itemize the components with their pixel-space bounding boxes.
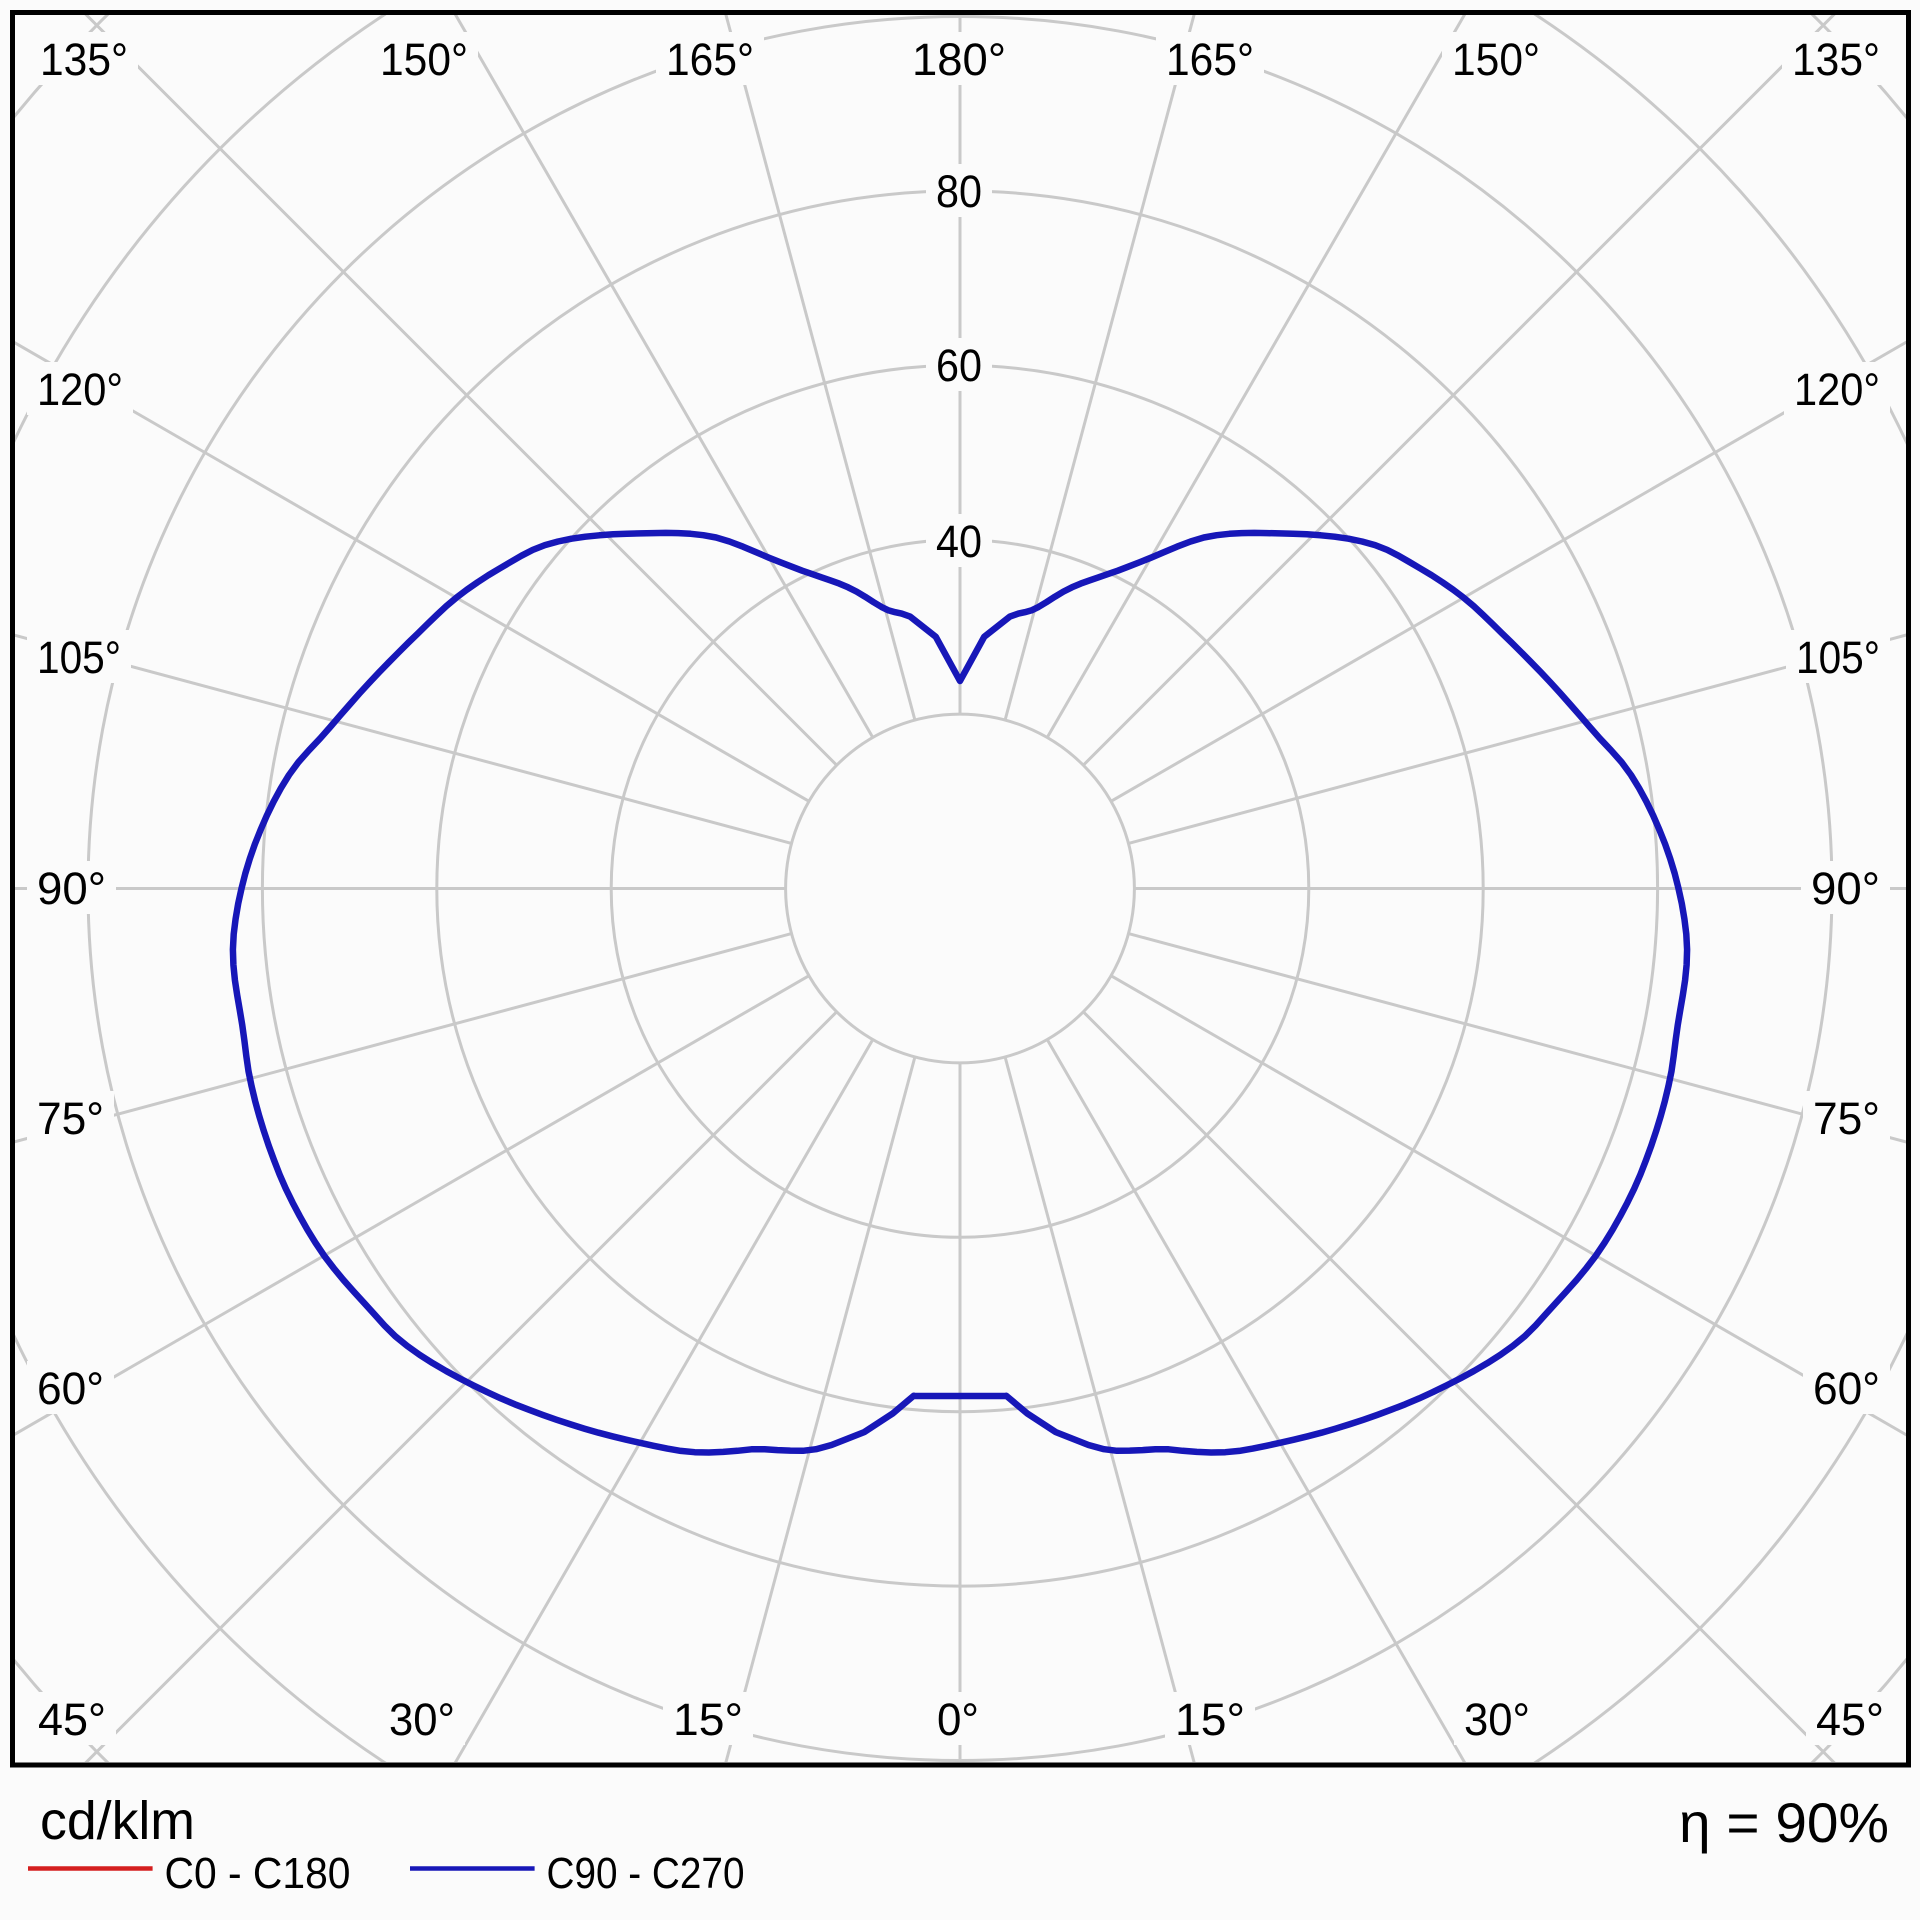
svg-text:120°: 120° — [1794, 364, 1880, 415]
svg-text:105°: 105° — [37, 632, 121, 683]
svg-text:C0 - C180: C0 - C180 — [165, 1849, 351, 1898]
svg-text:150°: 150° — [380, 34, 468, 85]
svg-text:45°: 45° — [1816, 1694, 1884, 1745]
svg-text:15°: 15° — [673, 1694, 743, 1745]
svg-text:90°: 90° — [37, 863, 106, 914]
svg-text:45°: 45° — [38, 1694, 106, 1745]
svg-text:120°: 120° — [37, 364, 123, 415]
svg-text:30°: 30° — [389, 1694, 455, 1745]
svg-text:75°: 75° — [37, 1093, 104, 1144]
svg-text:135°: 135° — [40, 34, 128, 85]
svg-text:C90 - C270: C90 - C270 — [547, 1849, 745, 1898]
svg-text:15°: 15° — [1175, 1694, 1245, 1745]
svg-text:60°: 60° — [1813, 1363, 1880, 1414]
svg-text:165°: 165° — [1166, 34, 1254, 85]
svg-text:80: 80 — [936, 166, 982, 217]
svg-text:150°: 150° — [1452, 34, 1540, 85]
svg-text:60°: 60° — [37, 1363, 104, 1414]
svg-text:75°: 75° — [1813, 1093, 1880, 1144]
svg-text:135°: 135° — [1792, 34, 1880, 85]
svg-text:180°: 180° — [912, 34, 1006, 85]
svg-text:0°: 0° — [937, 1694, 979, 1745]
svg-text:cd/klm: cd/klm — [40, 1791, 195, 1851]
svg-text:105°: 105° — [1796, 632, 1880, 683]
svg-text:30°: 30° — [1464, 1694, 1530, 1745]
svg-text:165°: 165° — [666, 34, 754, 85]
svg-text:40: 40 — [936, 516, 982, 567]
svg-text:60: 60 — [936, 340, 982, 391]
svg-text:η = 90%: η = 90% — [1679, 1791, 1889, 1854]
svg-text:90°: 90° — [1811, 863, 1880, 914]
